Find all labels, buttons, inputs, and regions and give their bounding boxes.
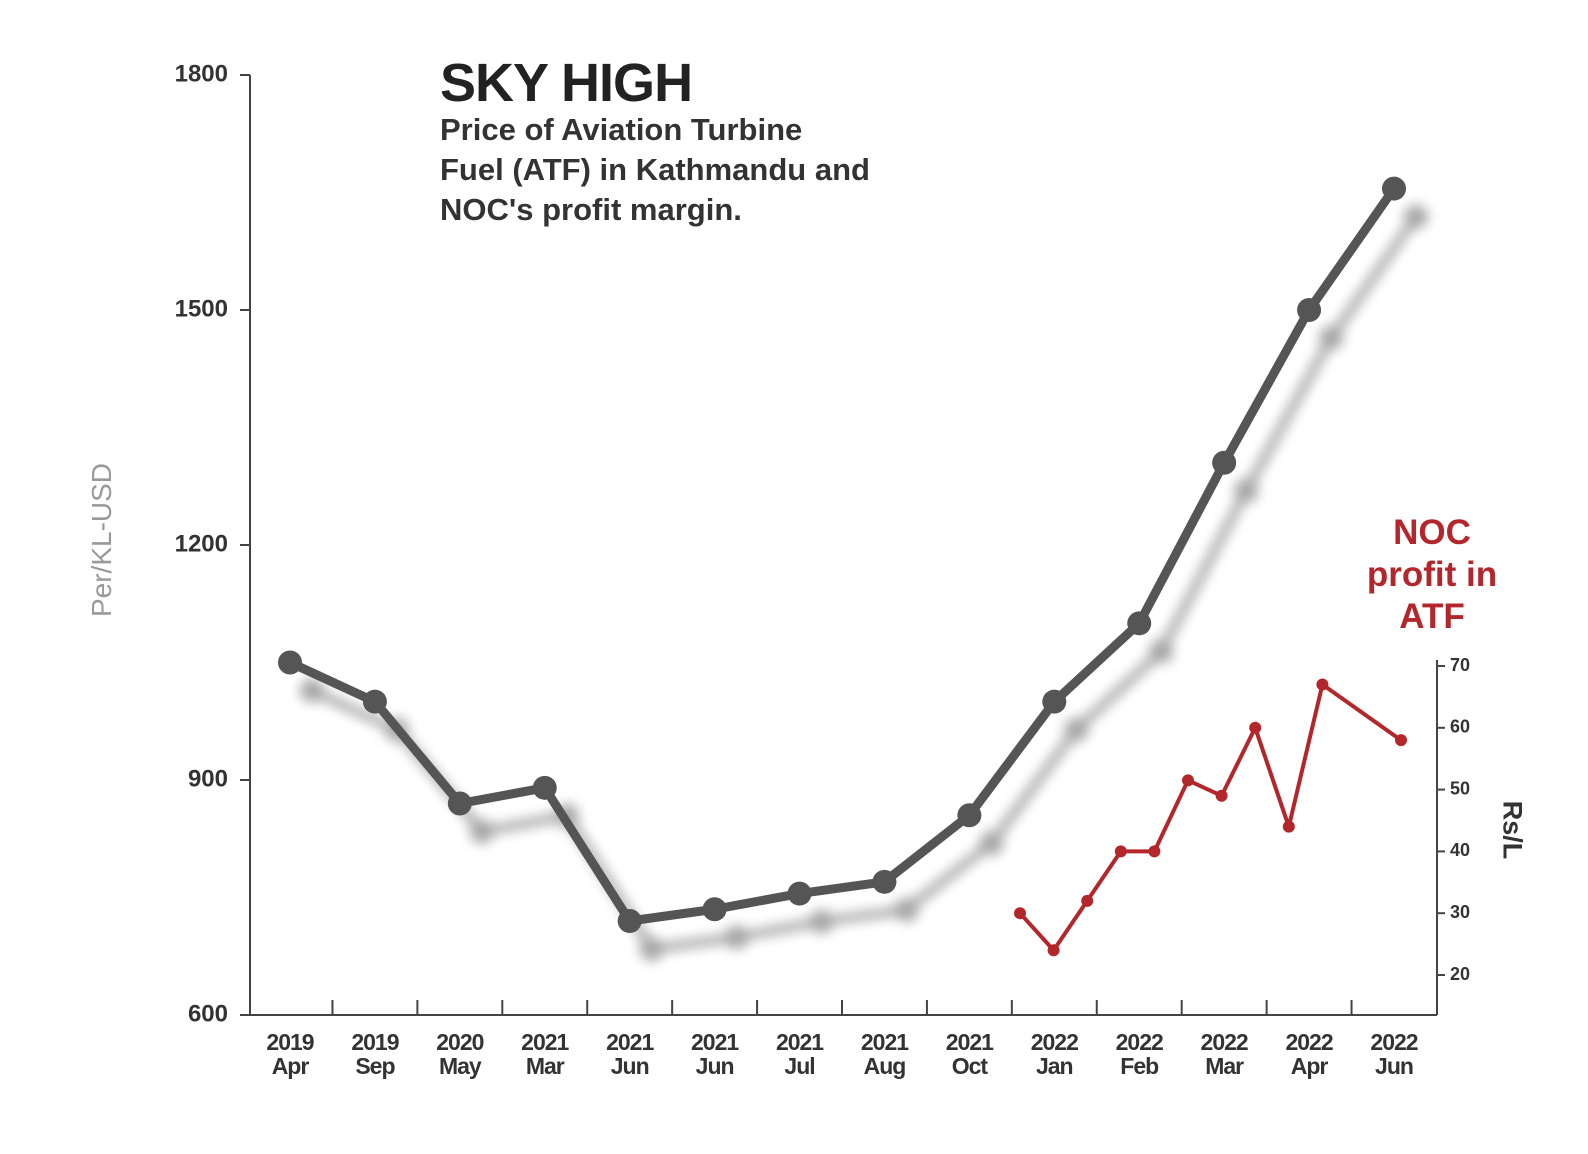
y2-tick-label: 50 bbox=[1450, 778, 1470, 798]
y-tick-label: 900 bbox=[188, 765, 228, 792]
point bbox=[787, 881, 812, 906]
x-tick-label: 2019 Sep bbox=[351, 1029, 399, 1079]
y2-tick-label: 60 bbox=[1450, 717, 1470, 737]
y2-tick-label: 40 bbox=[1450, 840, 1470, 860]
point bbox=[278, 650, 302, 675]
point bbox=[1148, 845, 1161, 858]
y2-tick-label: 20 bbox=[1450, 964, 1470, 984]
point bbox=[362, 689, 387, 714]
series bbox=[1014, 678, 1407, 957]
point bbox=[1212, 450, 1237, 475]
chart-title: SKY HIGH bbox=[440, 53, 693, 113]
point bbox=[617, 909, 642, 933]
point bbox=[1114, 845, 1127, 858]
x-tick-label: 2022 Feb bbox=[1115, 1029, 1164, 1079]
point bbox=[1316, 678, 1329, 691]
point bbox=[1215, 789, 1228, 802]
y-tick-label: 1200 bbox=[175, 530, 228, 557]
point bbox=[872, 869, 897, 894]
x-tick-label: 2022 Apr bbox=[1285, 1029, 1333, 1079]
y2-tick-label: 70 bbox=[1450, 655, 1470, 675]
y-tick-label: 1800 bbox=[175, 60, 228, 87]
point bbox=[1014, 907, 1026, 920]
point bbox=[1297, 298, 1322, 322]
x-tick-label: 2021 Jun bbox=[691, 1029, 739, 1079]
point bbox=[1395, 734, 1407, 747]
chart-subtitle: Price of Aviation Turbine Fuel (ATF) in … bbox=[440, 112, 870, 227]
y-axis-label: Per/KL-USD bbox=[86, 462, 117, 618]
y-tick-label: 600 bbox=[188, 1000, 228, 1027]
x-tick-label: 2021 Aug bbox=[860, 1029, 909, 1079]
series bbox=[278, 176, 1406, 933]
point bbox=[1282, 820, 1295, 833]
point bbox=[1042, 689, 1067, 714]
point bbox=[1047, 944, 1060, 957]
x-tick-label: 2022 Jan bbox=[1030, 1029, 1079, 1079]
y2-axis-label: Rs/L bbox=[1497, 800, 1528, 860]
x-tick-label: 2021 Mar bbox=[521, 1029, 569, 1079]
x-tick-label: 2020 May bbox=[436, 1029, 484, 1079]
point bbox=[1249, 721, 1262, 734]
point bbox=[532, 775, 557, 800]
y-tick-label: 1500 bbox=[175, 295, 228, 322]
point bbox=[957, 803, 982, 828]
x-tick-label: 2019 Apr bbox=[266, 1029, 314, 1079]
series-line bbox=[1018, 682, 1403, 953]
series-label: NOC profit in ATF bbox=[1366, 513, 1498, 636]
point bbox=[1182, 774, 1194, 787]
x-tick-label: 2022 Jun bbox=[1370, 1029, 1418, 1079]
x-tick-label: 2022 Mar bbox=[1200, 1029, 1249, 1079]
point bbox=[702, 897, 727, 922]
point bbox=[447, 791, 472, 816]
y2-tick-label: 30 bbox=[1450, 902, 1470, 922]
point bbox=[1127, 611, 1152, 636]
point bbox=[1081, 894, 1094, 907]
series-line bbox=[288, 186, 1398, 926]
x-tick-label: 2021 Oct bbox=[945, 1029, 994, 1079]
point bbox=[1382, 176, 1406, 201]
x-tick-label: 2021 Jun bbox=[606, 1029, 654, 1079]
x-tick-label: 2021 Jul bbox=[775, 1029, 824, 1079]
